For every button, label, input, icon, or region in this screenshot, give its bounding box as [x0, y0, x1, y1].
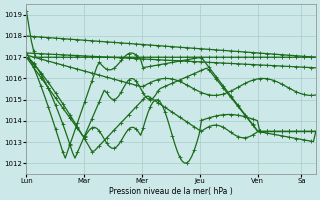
X-axis label: Pression niveau de la mer( hPa ): Pression niveau de la mer( hPa ): [109, 187, 233, 196]
